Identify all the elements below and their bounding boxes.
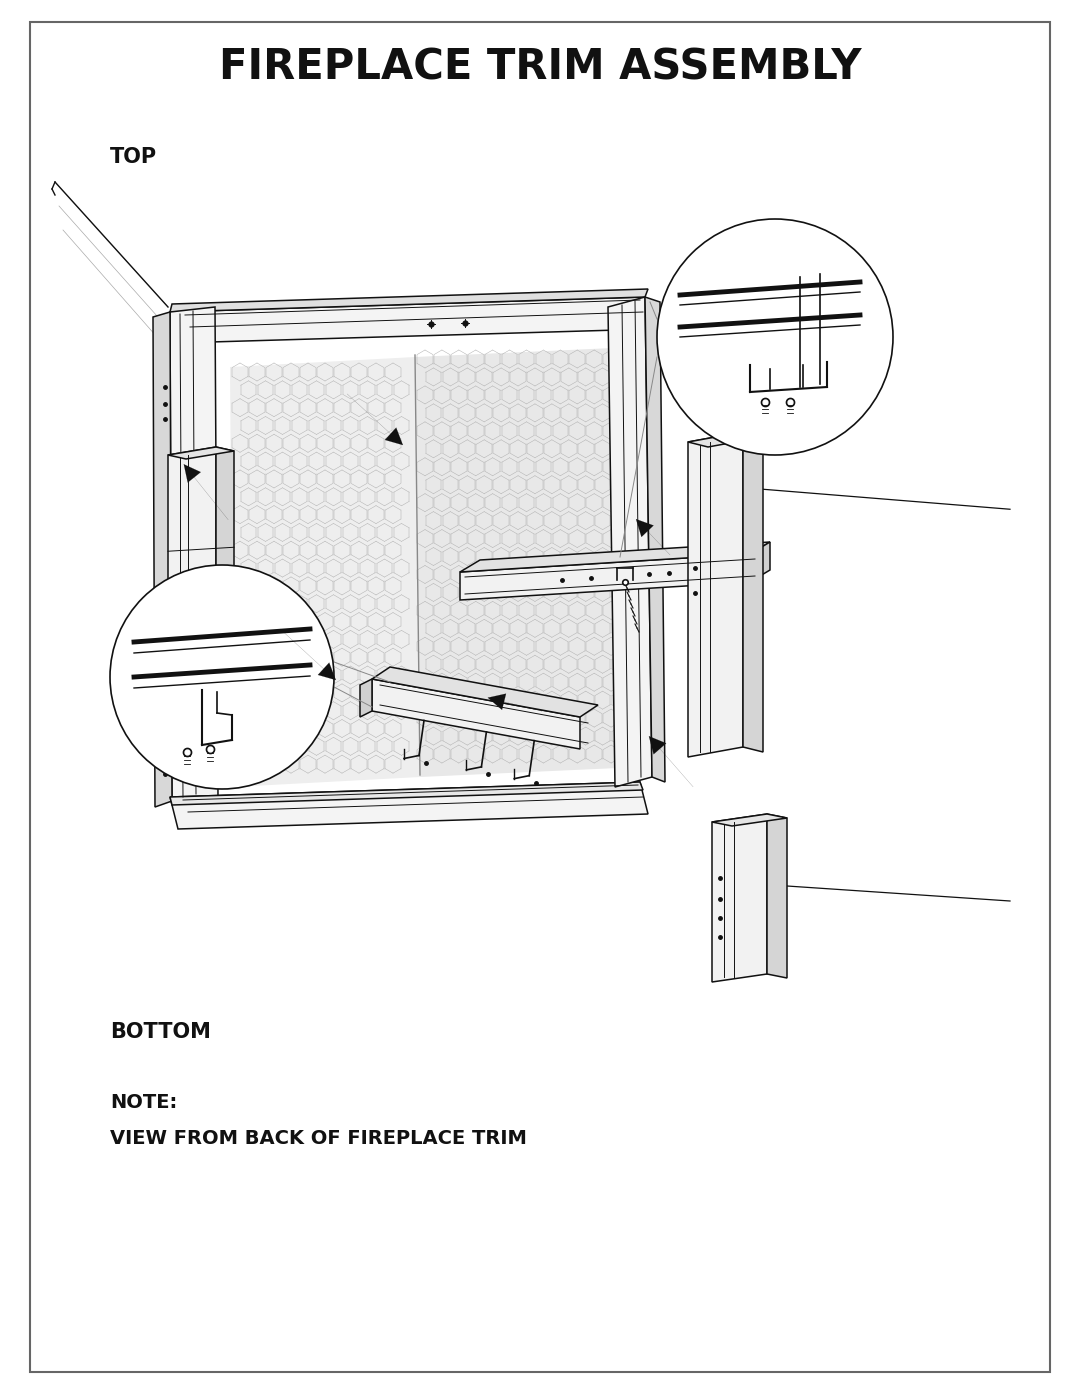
Polygon shape bbox=[712, 814, 767, 982]
Text: FIREPLACE TRIM ASSEMBLY: FIREPLACE TRIM ASSEMBLY bbox=[219, 46, 861, 88]
Polygon shape bbox=[170, 307, 218, 800]
Polygon shape bbox=[372, 679, 580, 749]
Polygon shape bbox=[168, 447, 216, 731]
Polygon shape bbox=[460, 555, 750, 599]
Text: BOTTOM: BOTTOM bbox=[110, 1023, 211, 1042]
Text: TOP: TOP bbox=[110, 147, 157, 168]
Polygon shape bbox=[170, 312, 177, 348]
Polygon shape bbox=[712, 814, 787, 826]
Polygon shape bbox=[460, 542, 770, 571]
Polygon shape bbox=[216, 447, 234, 726]
Polygon shape bbox=[767, 814, 787, 978]
Polygon shape bbox=[170, 289, 648, 312]
Polygon shape bbox=[608, 298, 652, 787]
Polygon shape bbox=[170, 298, 652, 344]
Polygon shape bbox=[170, 782, 643, 805]
Polygon shape bbox=[170, 782, 648, 828]
Polygon shape bbox=[372, 666, 598, 717]
Polygon shape bbox=[415, 346, 640, 777]
Polygon shape bbox=[688, 432, 743, 757]
Polygon shape bbox=[360, 679, 372, 717]
Polygon shape bbox=[750, 542, 770, 583]
Text: VIEW FROM BACK OF FIREPLACE TRIM: VIEW FROM BACK OF FIREPLACE TRIM bbox=[110, 1130, 527, 1148]
Polygon shape bbox=[645, 298, 665, 782]
Text: NOTE:: NOTE: bbox=[110, 1092, 177, 1112]
Polygon shape bbox=[743, 432, 762, 752]
Polygon shape bbox=[230, 358, 420, 787]
Polygon shape bbox=[153, 312, 172, 807]
Polygon shape bbox=[168, 447, 234, 460]
Circle shape bbox=[657, 219, 893, 455]
Polygon shape bbox=[688, 432, 762, 447]
Circle shape bbox=[110, 564, 334, 789]
